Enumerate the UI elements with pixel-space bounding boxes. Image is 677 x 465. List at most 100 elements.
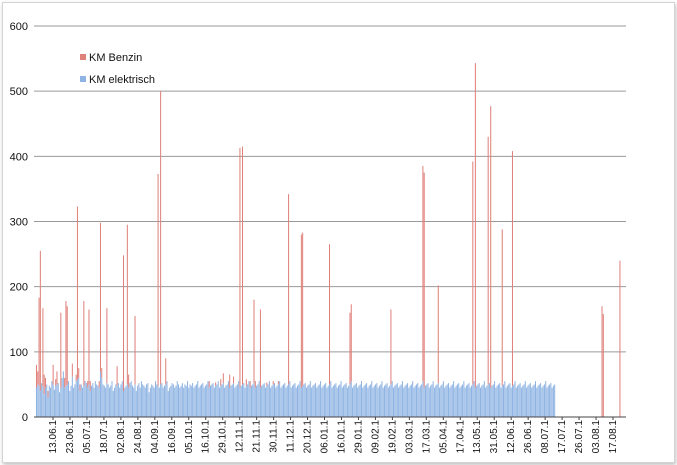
bar-elektrisch <box>170 385 172 417</box>
bar-elektrisch <box>552 385 554 417</box>
bar-benzin <box>83 301 85 386</box>
bar-elektrisch <box>147 383 149 417</box>
bar-elektrisch <box>270 387 272 417</box>
bar-benzin <box>106 308 108 384</box>
bar-benzin <box>87 381 89 388</box>
bar-elektrisch <box>83 385 85 417</box>
bar-elektrisch <box>121 381 123 417</box>
bar-elektrisch <box>369 384 371 417</box>
bar-benzin <box>165 358 167 385</box>
x-tick-label: 29.01.1 <box>353 420 364 454</box>
bar-elektrisch <box>268 381 270 417</box>
bar-elektrisch <box>427 383 429 417</box>
bar-elektrisch <box>353 385 355 417</box>
bar-elektrisch <box>537 385 539 417</box>
bar-elektrisch <box>398 387 400 417</box>
bar-elektrisch <box>218 387 220 417</box>
bar-benzin <box>36 364 38 388</box>
bar-elektrisch <box>176 381 178 417</box>
x-tick-label: 17.03.1 <box>421 420 432 454</box>
bar-benzin <box>42 308 44 387</box>
bar-elektrisch <box>362 387 364 417</box>
bar-elektrisch <box>308 384 310 417</box>
bar-elektrisch <box>496 385 498 417</box>
bar-benzin <box>511 151 513 386</box>
bar-elektrisch <box>527 385 529 417</box>
bar-elektrisch <box>510 387 512 417</box>
bar-elektrisch <box>416 384 418 417</box>
bar-elektrisch <box>226 384 228 417</box>
bar-elektrisch <box>110 385 112 417</box>
bar-elektrisch <box>368 385 370 417</box>
bar-elektrisch <box>203 387 205 417</box>
bar-benzin <box>254 381 256 388</box>
bar-elektrisch <box>120 384 122 417</box>
bar-elektrisch <box>348 385 350 417</box>
bar-benzin <box>239 147 241 388</box>
bar-elektrisch <box>146 384 148 417</box>
bar-elektrisch <box>102 384 104 417</box>
bar-elektrisch <box>432 381 434 417</box>
bar-elektrisch <box>198 387 200 417</box>
bar-elektrisch <box>486 385 488 417</box>
bar-elektrisch <box>97 385 99 417</box>
bar-elektrisch <box>403 387 405 417</box>
bar-elektrisch <box>495 387 497 417</box>
bar-elektrisch <box>551 387 553 417</box>
bar-elektrisch <box>276 385 278 417</box>
bar-benzin <box>349 312 351 385</box>
bar-elektrisch <box>128 387 130 417</box>
x-tick-label: 04.09.1 <box>150 420 161 454</box>
bar-elektrisch <box>215 385 217 417</box>
x-tick-label: 17.08.1 <box>608 420 619 454</box>
bar-elektrisch <box>290 387 292 417</box>
x-tick-label: 26.07.1 <box>574 420 585 454</box>
bar-elektrisch <box>46 384 48 417</box>
bar-elektrisch <box>414 385 416 417</box>
bar-benzin <box>229 374 231 388</box>
bar-elektrisch <box>302 385 304 417</box>
bar-elektrisch <box>467 384 469 417</box>
bar-elektrisch <box>183 387 185 417</box>
bar-elektrisch <box>69 390 71 417</box>
bar-elektrisch <box>477 384 479 417</box>
bar-elektrisch <box>490 387 492 417</box>
bar-benzin <box>437 285 439 384</box>
bar-elektrisch <box>323 384 325 417</box>
bar-elektrisch <box>234 387 236 417</box>
x-tick-label: 05.10.1 <box>184 420 195 454</box>
bar-elektrisch <box>252 384 254 417</box>
bar-elektrisch <box>107 384 109 417</box>
bar-elektrisch <box>300 387 302 417</box>
bar-elektrisch <box>78 377 80 417</box>
bar-elektrisch <box>529 383 531 417</box>
bar-elektrisch <box>165 384 167 417</box>
bar-elektrisch <box>229 387 231 417</box>
x-tick-label: 11.12.1 <box>286 420 297 453</box>
bar-elektrisch <box>62 371 64 417</box>
bar-elektrisch <box>230 385 232 417</box>
bar-elektrisch <box>172 384 174 417</box>
bar-elektrisch <box>189 384 191 417</box>
bar-elektrisch <box>546 387 548 417</box>
bar-elektrisch <box>67 381 70 417</box>
bar-elektrisch <box>42 386 44 417</box>
bar-benzin <box>123 255 125 391</box>
bar-elektrisch <box>207 381 209 417</box>
bar-elektrisch <box>354 384 356 417</box>
bar-elektrisch <box>249 387 251 417</box>
bar-elektrisch <box>295 387 297 417</box>
bar-elektrisch <box>167 390 169 417</box>
bar-elektrisch <box>179 387 181 417</box>
bar-elektrisch <box>387 387 389 417</box>
bar-elektrisch <box>386 383 388 417</box>
bar-elektrisch <box>257 384 259 417</box>
x-tick-label: 26.06.1 <box>523 420 534 454</box>
bar-benzin <box>601 306 603 417</box>
bar-benzin <box>76 206 78 380</box>
legend-label-elektrisch: KM elektrisch <box>89 74 155 86</box>
bar-elektrisch <box>400 384 402 417</box>
bar-elektrisch <box>317 385 319 417</box>
bar-elektrisch <box>282 384 284 417</box>
bar-elektrisch <box>449 387 451 417</box>
